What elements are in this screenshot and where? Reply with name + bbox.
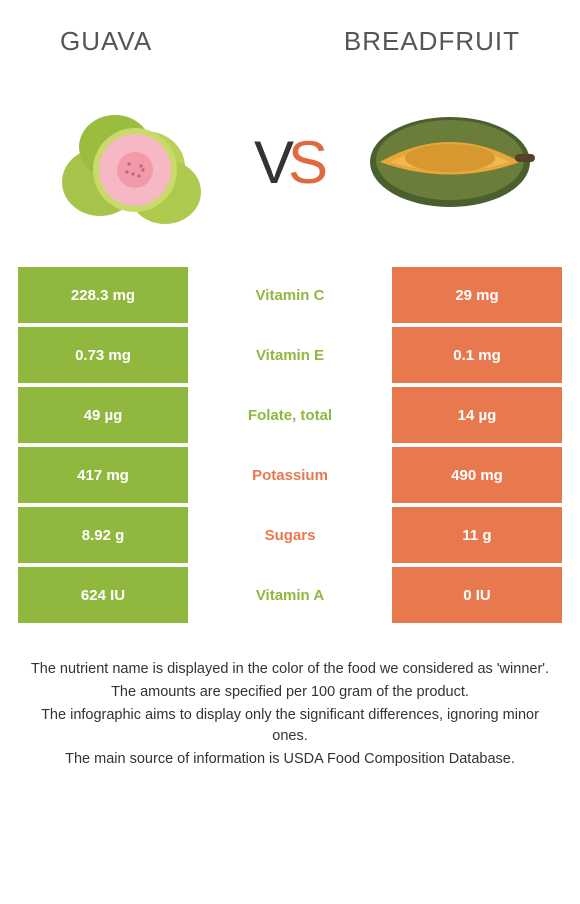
vs-label: V S [254,128,326,197]
value-left: 228.3 mg [18,267,188,323]
table-row: 8.92 gSugars11 g [18,507,562,563]
image-row: V S [0,67,580,267]
footer-line: The amounts are specified per 100 gram o… [28,682,552,703]
nutrient-label: Vitamin C [188,267,392,323]
vs-s: S [288,128,326,197]
vs-v: V [254,128,292,197]
value-right: 490 mg [392,447,562,503]
table-row: 0.73 mgVitamin E0.1 mg [18,327,562,383]
nutrient-label: Vitamin E [188,327,392,383]
guava-image [40,87,220,237]
breadfruit-image [360,87,540,237]
nutrient-label: Vitamin A [188,567,392,623]
title-right: BREADFRUIT [344,26,520,57]
value-left: 0.73 mg [18,327,188,383]
value-right: 0.1 mg [392,327,562,383]
value-right: 29 mg [392,267,562,323]
value-left: 49 µg [18,387,188,443]
table-row: 624 IUVitamin A0 IU [18,567,562,623]
comparison-table: 228.3 mgVitamin C29 mg0.73 mgVitamin E0.… [0,267,580,623]
table-row: 228.3 mgVitamin C29 mg [18,267,562,323]
nutrient-label: Sugars [188,507,392,563]
value-left: 8.92 g [18,507,188,563]
value-right: 14 µg [392,387,562,443]
header: GUAVA BREADFRUIT [0,0,580,67]
footer-line: The infographic aims to display only the… [28,705,552,747]
title-left: GUAVA [60,26,152,57]
table-row: 49 µgFolate, total14 µg [18,387,562,443]
nutrient-label: Potassium [188,447,392,503]
footer-line: The main source of information is USDA F… [28,749,552,770]
value-right: 0 IU [392,567,562,623]
value-left: 624 IU [18,567,188,623]
footer-line: The nutrient name is displayed in the co… [28,659,552,680]
value-right: 11 g [392,507,562,563]
table-row: 417 mgPotassium490 mg [18,447,562,503]
footer-notes: The nutrient name is displayed in the co… [0,627,580,770]
nutrient-label: Folate, total [188,387,392,443]
value-left: 417 mg [18,447,188,503]
